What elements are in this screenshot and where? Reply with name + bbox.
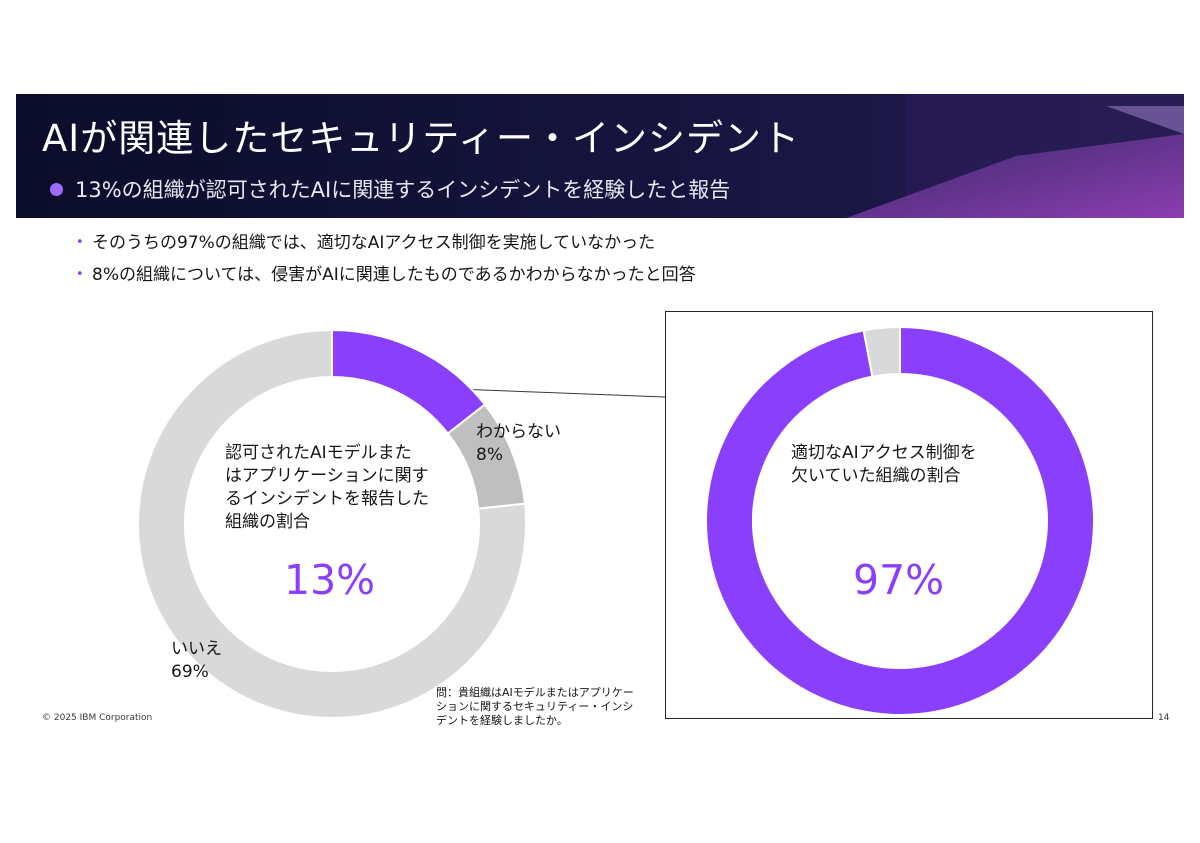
donut-chart-right bbox=[705, 325, 1095, 716]
banner-decoration bbox=[846, 94, 1184, 218]
caption-line: 欠いていた組織の割合 bbox=[791, 466, 961, 486]
title-banner: AIが関連したセキュリティー・インシデント 13%の組織が認可されたAIに関連す… bbox=[16, 94, 1184, 218]
page-number: 14 bbox=[1158, 713, 1170, 723]
left-chart-value: 13% bbox=[284, 556, 376, 604]
left-chart-caption: 認可されたAIモデルまた はアプリケーションに関す るインシデントを報告した 組… bbox=[225, 442, 429, 534]
donut-slice-0 bbox=[705, 325, 1095, 716]
slice-name: わからない bbox=[476, 422, 561, 442]
question-note: 問：貴組織はAIモデルまたはアプリケー ションに関するセキュリティー・インシ デ… bbox=[436, 686, 634, 728]
note-line: 問：貴組織はAIモデルまたはアプリケー bbox=[436, 686, 634, 699]
bullet-dot-icon bbox=[50, 182, 63, 196]
connector-line bbox=[455, 388, 666, 398]
page-title: AIが関連したセキュリティー・インシデント bbox=[42, 117, 801, 160]
slide: AIが関連したセキュリティー・インシデント 13%の組織が認可されたAIに関連す… bbox=[16, 94, 1184, 748]
donut-slice-2 bbox=[137, 328, 527, 719]
bullet-icon: • bbox=[76, 235, 84, 250]
subtitle-text: 13%の組織が認可されたAIに関連するインシデントを経験したと報告 bbox=[75, 178, 731, 202]
donut-charts bbox=[137, 325, 1095, 719]
bullet-icon: • bbox=[76, 267, 84, 282]
slice-name: いいえ bbox=[171, 639, 222, 659]
caption-line: 適切なAIアクセス制御を bbox=[791, 443, 977, 463]
subtitle: 13%の組織が認可されたAIに関連するインシデントを経験したと報告 bbox=[50, 174, 730, 204]
bullet-list: • そのうちの97%の組織では、適切なAIアクセス制御を実施していなかった • 8%… bbox=[76, 230, 696, 294]
caption-line: るインシデントを報告した bbox=[225, 489, 429, 509]
note-line: デントを経験しましたか。 bbox=[436, 714, 568, 727]
bullet-item: • 8%の組織については、侵害がAIに関連したものであるかわからなかったと回答 bbox=[76, 262, 696, 294]
donut-chart-left bbox=[137, 328, 527, 719]
donut-slice-0 bbox=[331, 328, 487, 435]
caption-line: はアプリケーションに関す bbox=[225, 466, 429, 486]
copyright: © 2025 IBM Corporation bbox=[42, 713, 153, 723]
caption-line: 組織の割合 bbox=[225, 512, 310, 532]
right-chart-caption: 適切なAIアクセス制御を 欠いていた組織の割合 bbox=[791, 442, 977, 488]
note-line: ションに関するセキュリティー・インシ bbox=[436, 700, 634, 713]
bullet-text: 8%の組織については、侵害がAIに関連したものであるかわからなかったと回答 bbox=[92, 265, 696, 285]
bullet-text: そのうちの97%の組織では、適切なAIアクセス制御を実施していなかった bbox=[92, 233, 656, 253]
bullet-item: • そのうちの97%の組織では、適切なAIアクセス制御を実施していなかった bbox=[76, 230, 696, 262]
slice-value: 69% bbox=[171, 662, 209, 682]
slice-label-no: いいえ 69% bbox=[171, 638, 222, 684]
right-chart-value: 97% bbox=[853, 556, 945, 604]
donut-slice-1 bbox=[862, 325, 901, 378]
slice-value: 8% bbox=[476, 445, 503, 465]
caption-line: 認可されたAIモデルまた bbox=[225, 443, 412, 463]
slice-label-unknown: わからない 8% bbox=[476, 421, 561, 467]
